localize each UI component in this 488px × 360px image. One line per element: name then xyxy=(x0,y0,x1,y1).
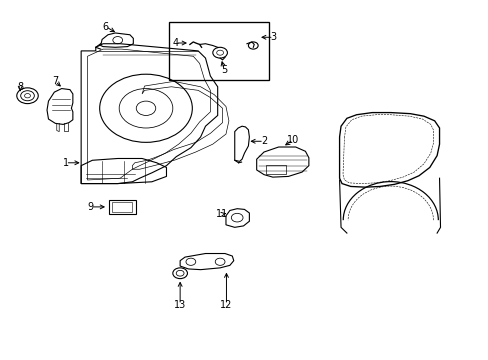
Text: 5: 5 xyxy=(221,64,227,75)
Text: 1: 1 xyxy=(62,158,68,168)
Text: 8: 8 xyxy=(17,82,23,93)
Text: 2: 2 xyxy=(260,136,266,146)
Text: 12: 12 xyxy=(220,300,232,310)
Bar xyxy=(266,165,285,174)
Bar xyxy=(112,202,132,212)
Bar xyxy=(109,200,136,214)
Text: 7: 7 xyxy=(52,76,58,86)
Text: 10: 10 xyxy=(286,135,299,145)
Text: 9: 9 xyxy=(88,202,94,212)
Text: 11: 11 xyxy=(216,209,228,219)
Text: 3: 3 xyxy=(270,32,276,42)
Bar xyxy=(168,22,268,80)
Text: 4: 4 xyxy=(172,38,178,48)
Text: 6: 6 xyxy=(102,22,108,32)
Text: 13: 13 xyxy=(174,300,186,310)
